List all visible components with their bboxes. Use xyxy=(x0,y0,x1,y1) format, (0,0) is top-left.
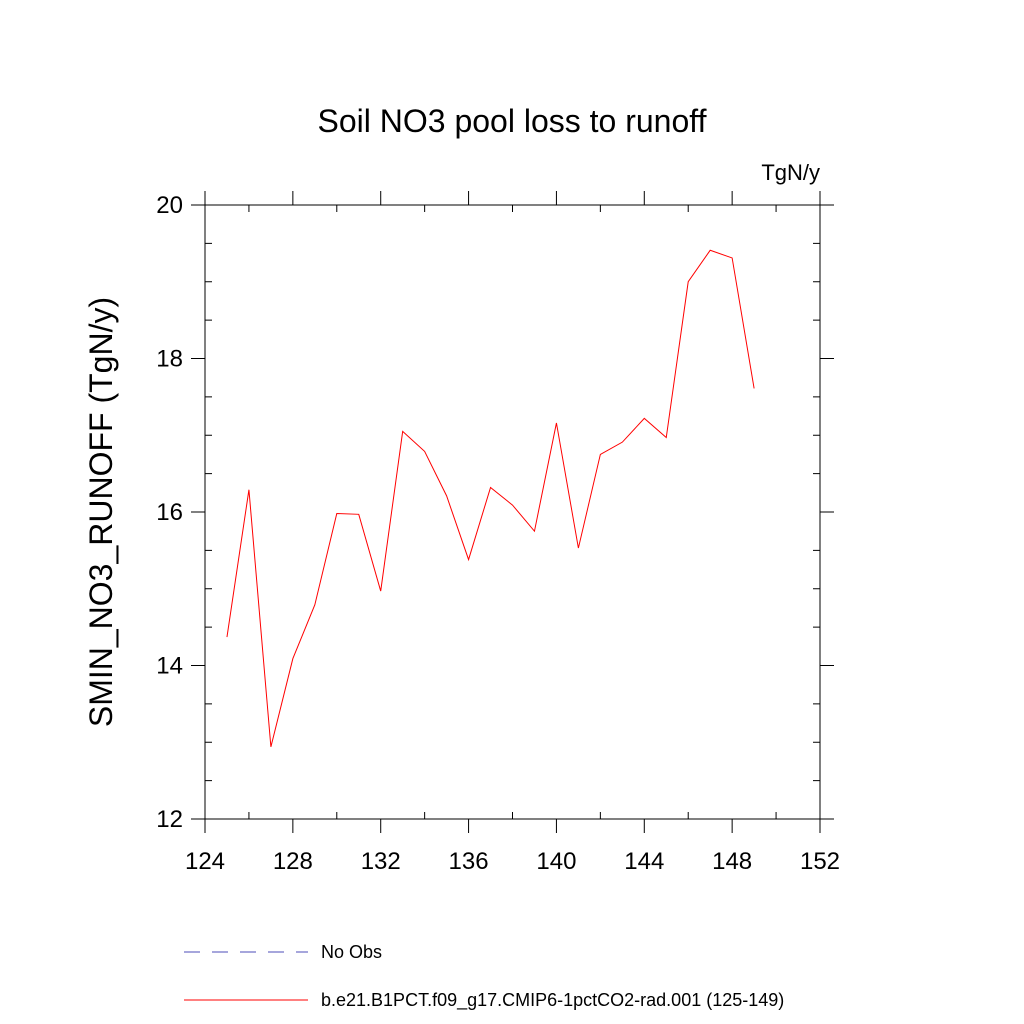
x-tick-label: 132 xyxy=(361,848,401,875)
plot-frame xyxy=(204,204,821,820)
legend-label: b.e21.B1PCT.f09_g17.CMIP6-1pctCO2-rad.00… xyxy=(321,990,784,1011)
legend-label: No Obs xyxy=(321,942,382,962)
x-tick-label: 124 xyxy=(185,848,225,875)
x-tick-label: 136 xyxy=(449,848,489,875)
tick-labels: 124 128 132 136 140 144 148 152 12 14 16 18 20 xyxy=(156,192,840,875)
legend: No Obs b.e21.B1PCT.f09_g17.CMIP6-1pctCO2-… xyxy=(184,942,784,1011)
y-axis-label: SMIN_NO3_RUNOFF (TgN/y) xyxy=(83,297,119,727)
axis-ticks xyxy=(191,191,834,833)
series-layer xyxy=(226,249,755,747)
x-tick-label: 148 xyxy=(712,848,752,875)
x-tick-label: 128 xyxy=(273,848,313,875)
y-tick-label: 14 xyxy=(156,653,183,680)
x-tick-label: 152 xyxy=(800,848,840,875)
y-tick-label: 12 xyxy=(156,806,183,833)
chart-title: Soil NO3 pool loss to runoff xyxy=(318,103,707,139)
y-tick-label: 20 xyxy=(156,192,183,219)
x-tick-label: 140 xyxy=(536,848,576,875)
series-line xyxy=(226,249,755,747)
x-tick-label: 144 xyxy=(624,848,664,875)
y-tick-label: 16 xyxy=(156,499,183,526)
y-tick-label: 18 xyxy=(156,346,183,373)
units-label: TgN/y xyxy=(761,160,820,185)
